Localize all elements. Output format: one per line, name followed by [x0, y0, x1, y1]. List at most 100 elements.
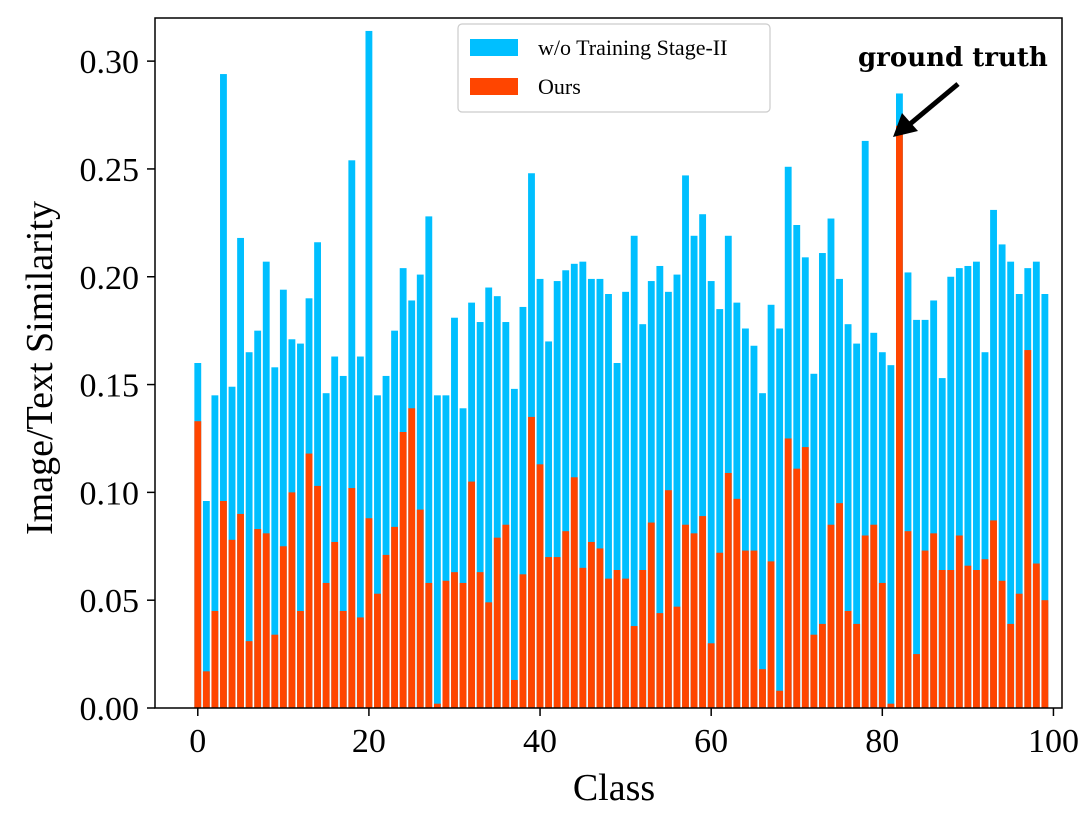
bar-ours-60 — [707, 643, 715, 708]
y-tick-label: 0.20 — [80, 260, 140, 297]
bar-wo-training-6 — [245, 352, 253, 708]
bar-wo-training-67 — [767, 304, 775, 708]
bar-ours-77 — [853, 623, 861, 708]
bar-ours-78 — [861, 535, 869, 708]
bar-ours-99 — [1041, 600, 1049, 708]
bar-ours-69 — [784, 438, 792, 708]
bar-ours-74 — [827, 524, 835, 708]
bar-wo-training-35 — [493, 296, 501, 708]
bar-wo-training-14 — [314, 242, 321, 708]
annotation-arrow-head — [893, 113, 918, 137]
bar-ours-66 — [759, 669, 766, 708]
bar-ours-98 — [1032, 563, 1040, 708]
bar-ours-30 — [451, 572, 458, 708]
bar-ours-8 — [262, 533, 270, 708]
bar-wo-training-57 — [682, 175, 689, 708]
bar-ours-87 — [938, 570, 946, 708]
bar-ours-19 — [356, 617, 364, 708]
bar-ours-13 — [305, 453, 313, 708]
bar-wo-training-28 — [433, 395, 441, 708]
bar-wo-training-72 — [810, 373, 818, 708]
bar-wo-training-88 — [947, 276, 955, 708]
bar-ours-36 — [502, 524, 510, 708]
bar-ours-21 — [374, 593, 381, 708]
bar-ours-85 — [921, 550, 929, 708]
x-tick-label: 60 — [694, 723, 728, 760]
bar-wo-training-18 — [348, 160, 356, 708]
legend-label-ours: Ours — [538, 74, 581, 99]
bar-wo-training-60 — [707, 281, 715, 708]
bar-wo-training-9 — [271, 367, 279, 708]
bar-ours-57 — [682, 524, 689, 708]
bar-wo-training-21 — [374, 395, 381, 708]
bar-ours-47 — [596, 548, 604, 708]
bar-wo-training-99 — [1041, 294, 1049, 708]
bar-ours-38 — [519, 574, 527, 708]
series-ours-bars — [194, 125, 1049, 709]
bar-ours-56 — [673, 606, 681, 708]
bar-ours-46 — [587, 541, 595, 708]
bar-ours-80 — [878, 582, 886, 708]
bar-ours-1 — [202, 671, 210, 708]
x-tick-label: 0 — [189, 723, 206, 760]
bar-wo-training-61 — [716, 309, 724, 708]
bar-wo-training-5 — [237, 237, 244, 708]
bar-ours-26 — [416, 509, 424, 709]
bar-ours-35 — [493, 537, 501, 708]
bar-wo-training-68 — [776, 328, 784, 708]
bar-ours-28 — [433, 703, 441, 708]
y-tick-label: 0.10 — [80, 475, 140, 512]
ground-truth-annotation: ground truth — [858, 43, 1048, 137]
x-tick-label: 40 — [523, 723, 557, 760]
bar-ours-70 — [793, 468, 801, 708]
bar-wo-training-75 — [836, 278, 843, 708]
bar-wo-training-62 — [724, 235, 732, 708]
bar-wo-training-90 — [964, 265, 972, 708]
bar-ours-4 — [228, 539, 236, 708]
bar-ours-55 — [664, 490, 672, 708]
y-tick-label: 0.25 — [80, 152, 140, 189]
legend-label-wo-training: w/o Training Stage-II — [538, 35, 727, 60]
bar-ours-27 — [425, 582, 433, 708]
bar-ours-7 — [254, 529, 262, 708]
bar-ours-6 — [245, 641, 253, 708]
bar-ours-32 — [468, 481, 476, 708]
y-tick-label: 0.15 — [80, 368, 140, 405]
bar-wo-training-65 — [750, 345, 758, 708]
x-axis-ticks: 0 20 40 60 80 100 — [189, 708, 1079, 760]
bar-wo-training-78 — [861, 140, 869, 708]
bar-wo-training-15 — [322, 393, 330, 708]
bar-wo-training-80 — [878, 352, 886, 708]
bar-wo-training-98 — [1032, 261, 1040, 708]
bar-ours-61 — [716, 552, 724, 708]
bar-ours-76 — [844, 610, 852, 708]
bar-ours-72 — [810, 634, 818, 708]
bar-wo-training-17 — [339, 375, 347, 708]
bar-wo-training-23 — [391, 330, 399, 708]
bar-wo-training-33 — [476, 322, 484, 708]
bar-wo-training-91 — [973, 261, 980, 708]
bar-ours-64 — [741, 550, 749, 708]
bar-ours-23 — [391, 526, 399, 709]
bar-wo-training-2 — [211, 395, 219, 708]
bar-wo-training-48 — [605, 294, 612, 708]
bar-wo-training-43 — [562, 270, 570, 708]
bar-wo-training-3 — [220, 74, 227, 708]
legend: w/o Training Stage-II Ours — [457, 23, 771, 113]
bar-wo-training-53 — [647, 281, 655, 708]
bar-ours-67 — [767, 561, 775, 709]
y-axis-label: Image/Text Similarity — [19, 201, 61, 535]
bar-wo-training-1 — [202, 501, 210, 708]
bar-wo-training-30 — [451, 317, 458, 708]
bar-ours-71 — [801, 447, 809, 708]
legend-swatch-wo-training — [470, 39, 518, 56]
bar-wo-training-96 — [1015, 294, 1023, 708]
bar-ours-79 — [870, 524, 878, 708]
bar-wo-training-7 — [254, 330, 262, 708]
bar-wo-training-86 — [930, 300, 938, 708]
bar-wo-training-87 — [938, 378, 946, 708]
bar-ours-42 — [553, 557, 561, 708]
bar-ours-11 — [288, 492, 296, 709]
bar-wo-training-54 — [656, 265, 664, 708]
